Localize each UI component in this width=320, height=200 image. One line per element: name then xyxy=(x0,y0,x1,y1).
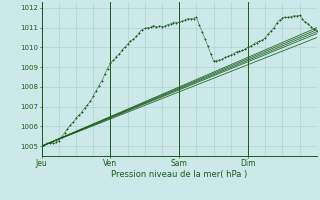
X-axis label: Pression niveau de la mer( hPa ): Pression niveau de la mer( hPa ) xyxy=(111,170,247,179)
